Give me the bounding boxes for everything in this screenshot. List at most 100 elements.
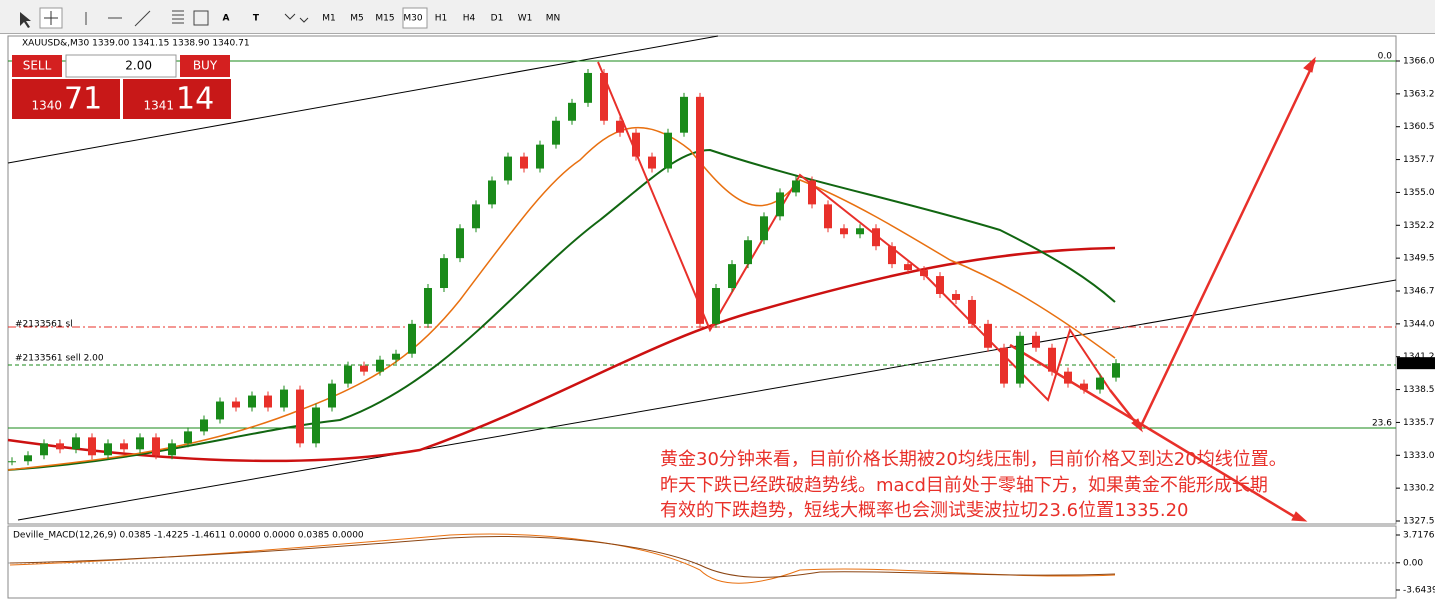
period-button[interactable]: M5 xyxy=(350,14,364,24)
y-tick-label: 1355.00 xyxy=(1403,188,1435,198)
period-button[interactable]: M15 xyxy=(375,14,394,24)
candle xyxy=(232,401,240,408)
candle xyxy=(584,72,592,103)
candle xyxy=(552,120,560,145)
candle xyxy=(984,323,992,348)
candle xyxy=(360,365,368,372)
candle xyxy=(488,180,496,205)
macd-tick-label: -3.6439 xyxy=(1403,586,1435,596)
y-tick-label: 1363.25 xyxy=(1403,89,1435,99)
y-tick-label: 1366.00 xyxy=(1403,57,1435,67)
bid-pips[interactable]: 71 xyxy=(64,82,102,117)
trade-panel: SELL 2.00 BUY 1340 71 1341 14 xyxy=(12,54,231,119)
candle xyxy=(200,419,208,432)
price-tag-label: 1340.71 xyxy=(1399,359,1435,369)
ask-box[interactable] xyxy=(123,79,231,119)
candle xyxy=(1064,371,1072,384)
period-button[interactable]: MN xyxy=(546,14,561,24)
candle xyxy=(168,443,176,456)
candle xyxy=(344,365,352,384)
candle xyxy=(776,192,784,217)
candle xyxy=(520,156,528,169)
candle xyxy=(8,461,16,463)
candle xyxy=(904,264,912,271)
buy-label[interactable]: BUY xyxy=(193,59,218,73)
y-tick-label: 1360.50 xyxy=(1403,122,1435,132)
candle xyxy=(440,258,448,289)
candle xyxy=(248,395,256,408)
period-button[interactable]: D1 xyxy=(491,14,504,24)
sell-button[interactable] xyxy=(12,55,62,77)
y-tick-label: 1327.50 xyxy=(1403,517,1435,527)
candle xyxy=(472,204,480,229)
candle xyxy=(1032,335,1040,348)
candle xyxy=(760,216,768,241)
lots-input[interactable] xyxy=(65,54,177,78)
candle xyxy=(920,270,928,277)
candle xyxy=(88,437,96,456)
order-label: #2133561 sl xyxy=(15,320,73,330)
candle xyxy=(568,102,576,121)
macd-area xyxy=(7,525,1397,599)
tool-button[interactable]: T xyxy=(253,14,260,24)
bid-big[interactable]: 1340 xyxy=(31,99,62,113)
buy-button[interactable] xyxy=(180,55,230,77)
period-button[interactable]: M1 xyxy=(322,14,336,24)
macd-tick-label: 0.00 xyxy=(1403,558,1423,568)
y-tick-label: 1333.00 xyxy=(1403,451,1435,461)
active-period xyxy=(402,7,428,29)
y-tick-label: 1330.25 xyxy=(1403,484,1435,494)
candle xyxy=(136,437,144,450)
candle xyxy=(712,288,720,324)
order-label: #2133561 sell 2.00 xyxy=(15,354,104,364)
cursor-icon[interactable] xyxy=(20,12,31,28)
candle xyxy=(840,228,848,235)
crosshair-icon xyxy=(44,11,58,25)
period-button[interactable]: W1 xyxy=(518,14,533,24)
annotation: 昨天下跌已经跌破趋势线。macd目前处于零轴下方，如果黄金不能形成长期 xyxy=(660,475,1268,496)
more-tools[interactable] xyxy=(284,13,309,23)
lots-value[interactable]: 2.00 xyxy=(125,59,152,73)
ask-pips[interactable]: 14 xyxy=(176,82,214,117)
candle xyxy=(888,246,896,265)
period-button[interactable]: H4 xyxy=(463,14,476,24)
candle xyxy=(792,180,800,193)
candle xyxy=(632,132,640,157)
candle xyxy=(1080,383,1088,390)
candle xyxy=(680,96,688,133)
candle xyxy=(216,401,224,420)
candle xyxy=(808,180,816,205)
candle xyxy=(1112,363,1120,378)
candle xyxy=(24,455,32,462)
candle xyxy=(856,228,864,235)
candle xyxy=(696,96,704,324)
candle xyxy=(1016,335,1024,384)
bid-box[interactable] xyxy=(12,79,120,119)
candle xyxy=(616,120,624,133)
draw-tools[interactable] xyxy=(85,10,209,27)
candle xyxy=(872,228,880,247)
tool-button[interactable]: A xyxy=(223,14,230,24)
ask-big[interactable]: 1341 xyxy=(143,99,174,113)
candle xyxy=(664,132,672,169)
period-button[interactable]: H1 xyxy=(435,14,448,24)
candle xyxy=(648,156,656,169)
period-button[interactable]: M30 xyxy=(403,14,422,24)
candle xyxy=(408,323,416,354)
candle xyxy=(968,299,976,324)
candle xyxy=(536,144,544,169)
candle xyxy=(952,293,960,300)
candle xyxy=(56,443,64,450)
candle xyxy=(728,264,736,289)
candle xyxy=(40,443,48,456)
y-tick-label: 1338.50 xyxy=(1403,385,1435,395)
macd-title: Deville_MACD(12,26,9) 0.0385 -1.4225 -1.… xyxy=(13,531,364,541)
candle xyxy=(184,431,192,444)
chart-title: XAUUSD&,M30 1339.00 1341.15 1338.90 1340… xyxy=(22,39,250,49)
candle xyxy=(936,276,944,294)
toolbar xyxy=(0,0,1435,34)
sell-label[interactable]: SELL xyxy=(23,59,52,73)
candle xyxy=(72,437,80,450)
